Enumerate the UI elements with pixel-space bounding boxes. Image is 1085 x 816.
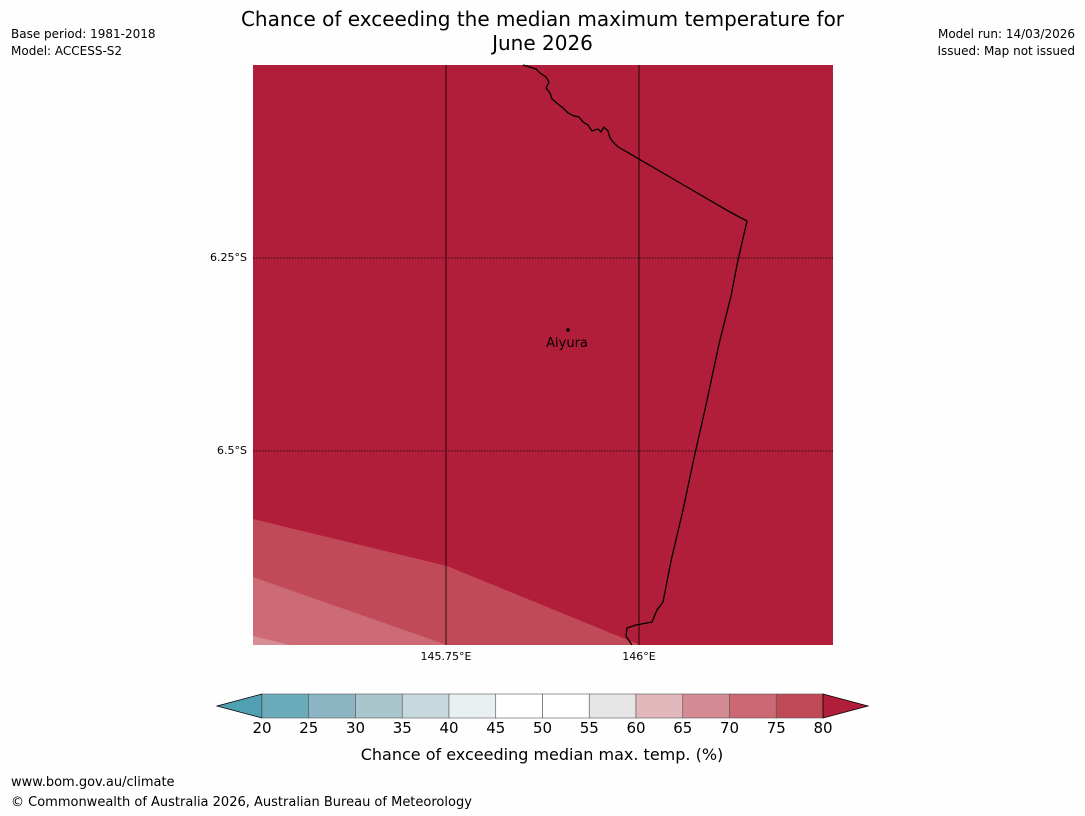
colorbar-swatch xyxy=(495,693,543,719)
footer-copyright: © Commonwealth of Australia 2026, Austra… xyxy=(11,795,472,810)
colorbar-swatches xyxy=(261,693,824,719)
probability-fill xyxy=(253,65,833,645)
colorbar-swatch xyxy=(682,693,730,719)
meta-left: Base period: 1981-2018 Model: ACCESS-S2 xyxy=(11,26,156,60)
model-run: Model run: 14/03/2026 xyxy=(937,27,1075,41)
colorbar-swatch xyxy=(261,693,310,719)
colorbar-under-arrow xyxy=(215,693,263,719)
band-65-70 xyxy=(253,577,447,645)
colorbar-tick-label: 70 xyxy=(719,719,740,737)
footer-url[interactable]: www.bom.gov.au/climate xyxy=(11,775,175,790)
colorbar-tick-label: 30 xyxy=(345,719,366,737)
map-title-line2: June 2026 xyxy=(492,31,593,55)
meta-right: Model run: 14/03/2026 Issued: Map not is… xyxy=(937,26,1075,60)
longitude-label-145-75: 145.75°E xyxy=(420,650,472,663)
colorbar-tick-label: 65 xyxy=(673,719,693,737)
band-60-65 xyxy=(253,636,290,645)
base-period: Base period: 1981-2018 xyxy=(11,27,156,41)
colorbar-tick-label: 45 xyxy=(486,719,506,737)
map-title-line1: Chance of exceeding the median maximum t… xyxy=(240,7,845,31)
colorbar-swatch xyxy=(448,693,497,719)
colorbar-tick-label: 50 xyxy=(532,719,553,737)
aiyura-label: Aiyura xyxy=(546,336,588,351)
aiyura-marker[interactable] xyxy=(566,328,570,332)
colorbar-tick-label: 75 xyxy=(766,719,786,737)
colorbar-tick-label: 35 xyxy=(392,719,412,737)
longitude-label-146: 146°E xyxy=(622,650,656,663)
colorbar-swatch xyxy=(775,693,824,719)
colorbar-swatch xyxy=(729,693,777,719)
model-name: Model: ACCESS-S2 xyxy=(11,44,123,58)
latitude-label-6-25: 6.25°S xyxy=(210,251,247,264)
colorbar-tick-label: 25 xyxy=(299,719,319,737)
colorbar-swatch xyxy=(401,693,450,719)
map-title: Chance of exceeding the median maximum t… xyxy=(200,7,885,55)
colorbar-over-arrow xyxy=(822,693,870,719)
colorbar-swatch xyxy=(308,693,356,719)
colorbar-tick-label: 80 xyxy=(813,719,833,737)
colorbar-swatch xyxy=(635,693,684,719)
colorbar-swatch xyxy=(588,693,637,719)
province-border xyxy=(522,64,748,646)
colorbar-swatch xyxy=(355,693,403,719)
colorbar-tick-label: 60 xyxy=(626,719,646,737)
colorbar-title: Chance of exceeding median max. temp. (%… xyxy=(360,745,724,764)
graticule xyxy=(253,65,833,645)
latitude-label-6-5: 6.5°S xyxy=(217,444,247,457)
colorbar-swatch xyxy=(542,693,590,719)
colorbar-tick-label: 55 xyxy=(579,719,599,737)
colorbar-tick-label: 40 xyxy=(439,719,459,737)
issued-status: Issued: Map not issued xyxy=(937,44,1075,58)
colorbar-tick-label: 20 xyxy=(252,719,272,737)
